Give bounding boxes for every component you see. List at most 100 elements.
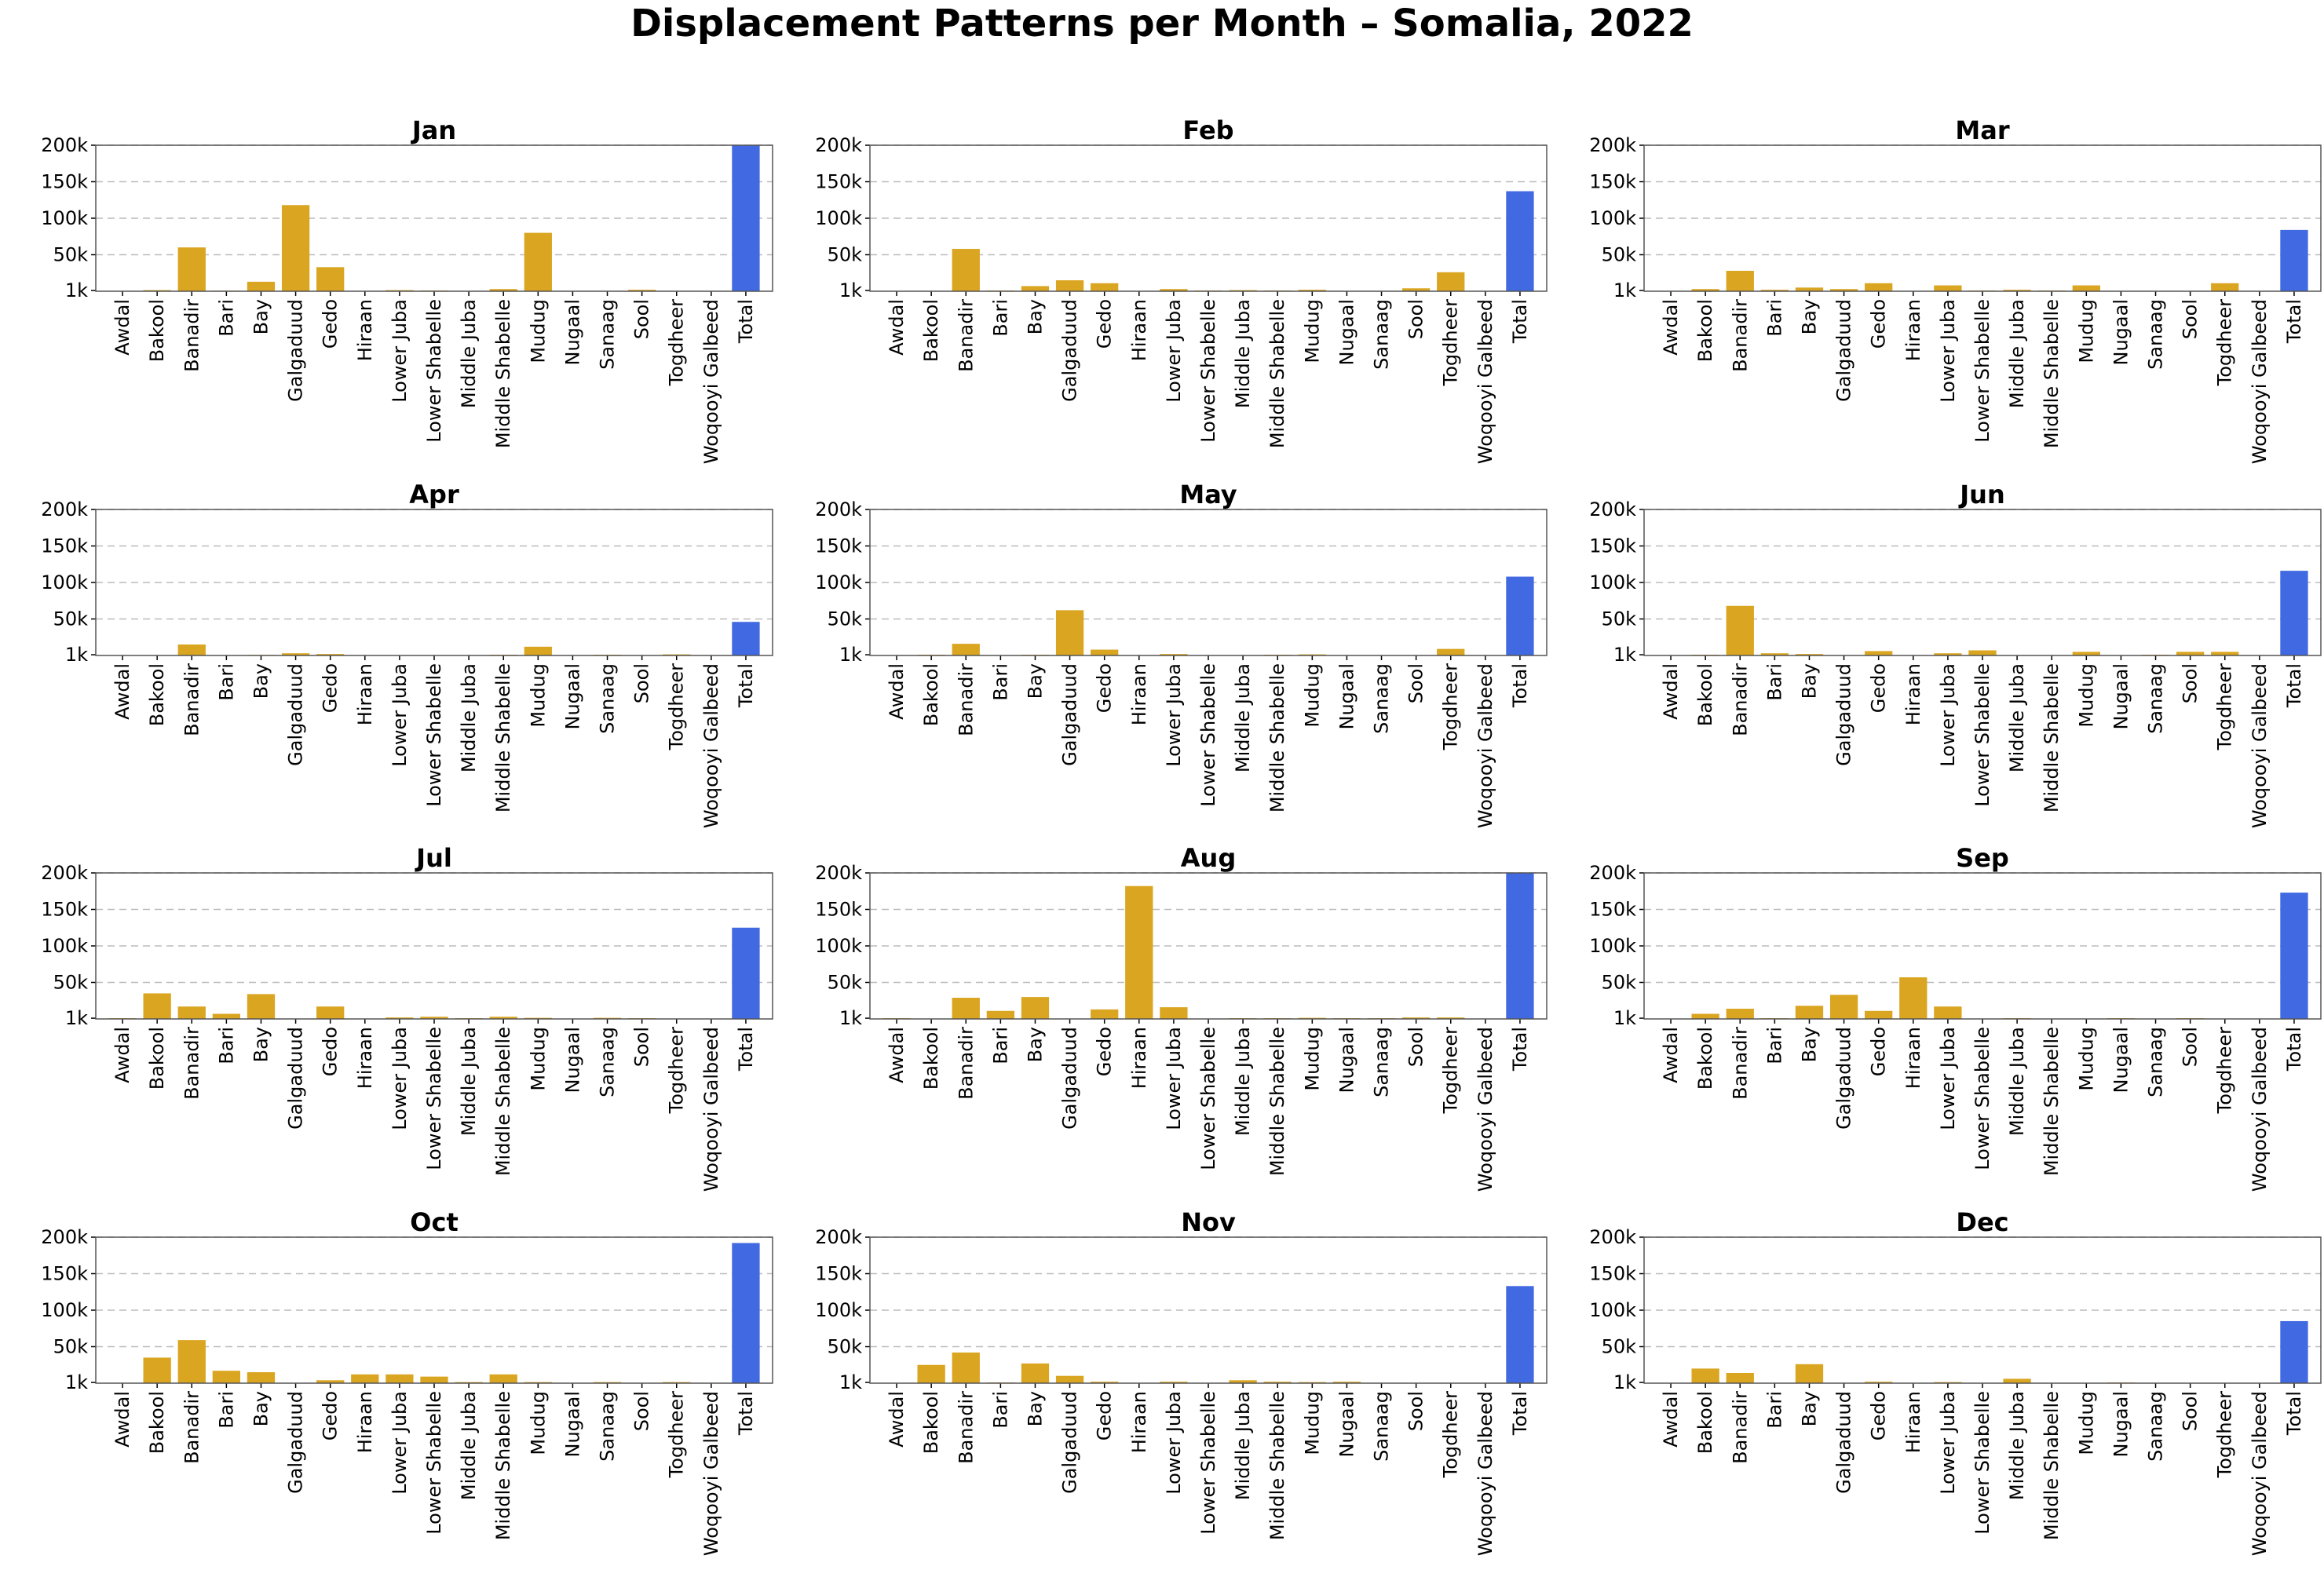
- x-tick-label: Togdheer: [1440, 663, 1462, 750]
- x-tick-label: Galgaduud: [1059, 1391, 1081, 1494]
- y-tick-label: 1k: [1613, 1007, 1636, 1029]
- y-tick-label: 200k: [1589, 1226, 1636, 1248]
- bar-galgaduud: [1055, 610, 1084, 655]
- x-tick-label: Hiraan: [1902, 1391, 1924, 1453]
- x-tick-label: Lower Shabelle: [1197, 1391, 1219, 1535]
- bar-bari: [1760, 290, 1789, 291]
- x-tick-label: Total: [2283, 299, 2305, 344]
- bar-lower-shabelle: [420, 1017, 448, 1019]
- bar-sool: [1401, 1017, 1431, 1019]
- x-tick-label: Togdheer: [2214, 299, 2236, 386]
- bar-bay: [1795, 287, 1824, 291]
- bar-bakool: [1691, 289, 1719, 291]
- y-tick-label: 100k: [815, 935, 862, 957]
- x-tick-label: Bari: [215, 299, 237, 337]
- bar-bay: [1795, 1006, 1824, 1019]
- x-tick-label: Bakool: [146, 1027, 168, 1090]
- bar-banadir: [952, 1352, 980, 1383]
- y-tick-label: 50k: [1602, 608, 1637, 630]
- y-tick-label: 150k: [1589, 899, 1636, 921]
- bar-togdheer: [1437, 1017, 1465, 1019]
- bar-middle-shabelle: [489, 289, 517, 291]
- bar-banadir: [177, 644, 206, 655]
- x-tick-label: Middle Shabelle: [2041, 663, 2063, 812]
- x-tick-label: Hiraan: [1128, 299, 1150, 361]
- bar-banadir: [1726, 270, 1754, 291]
- y-tick-label: 1k: [1613, 279, 1636, 301]
- y-tick-label: 200k: [815, 134, 862, 156]
- bar-middle-juba: [2003, 290, 2031, 291]
- x-tick-label: Sool: [1405, 663, 1427, 703]
- x-tick-label: Hiraan: [1902, 299, 1924, 361]
- panel-jun: Jun 1k 50k 100k 150k 200k Awdal Bakool Banadir Ba…: [1589, 480, 2322, 828]
- bar-total: [732, 927, 760, 1019]
- x-tick-label: Hiraan: [1902, 663, 1924, 725]
- x-tick-label: Mudug: [2075, 663, 2097, 728]
- panel-title: Nov: [1181, 1207, 1236, 1237]
- x-tick-label: Gedo: [1868, 663, 1890, 713]
- x-tick-label: Middle Juba: [458, 1391, 480, 1500]
- x-tick-label: Galgaduud: [285, 299, 307, 402]
- bar-lower-juba: [1160, 654, 1188, 655]
- bar-bakool: [143, 993, 171, 1019]
- x-tick-label: Woqooyi Galbeed: [700, 663, 722, 828]
- x-tick-label: Woqooyi Galbeed: [1474, 1391, 1496, 1556]
- x-tick-label: Lower Shabelle: [1971, 299, 1993, 443]
- y-tick-label: 50k: [828, 244, 863, 266]
- x-tick-label: Total: [1509, 663, 1531, 708]
- bar-mudug: [524, 232, 552, 291]
- x-tick-label: Lower Shabelle: [1971, 1027, 1993, 1170]
- bar-bay: [1795, 654, 1824, 655]
- x-tick-label: Nugaal: [561, 299, 583, 365]
- x-tick-label: Lower Shabelle: [1971, 663, 1993, 807]
- y-tick-label: 1k: [839, 279, 862, 301]
- bar-sool: [1401, 288, 1431, 291]
- bar-galgaduud: [1055, 1375, 1084, 1383]
- x-tick-label: Mudug: [1301, 299, 1323, 363]
- x-tick-label: Woqooyi Galbeed: [700, 299, 722, 464]
- x-tick-label: Middle Juba: [2006, 1391, 2028, 1500]
- panel-title: Mar: [1955, 115, 2009, 145]
- x-tick-label: Bay: [1798, 1027, 1820, 1062]
- x-tick-label: Bakool: [920, 663, 942, 726]
- panel-title: Sep: [1956, 843, 2009, 873]
- y-tick-label: 100k: [41, 571, 88, 593]
- x-tick-label: Bari: [1763, 663, 1785, 701]
- x-tick-label: Lower Juba: [1163, 663, 1185, 767]
- x-tick-label: Togdheer: [1440, 1391, 1462, 1478]
- plot-frame: [869, 1236, 1548, 1384]
- bar-middle-juba: [1229, 1380, 1257, 1383]
- x-tick-label: Total: [1509, 299, 1531, 344]
- x-tick-label: Lower Juba: [1163, 299, 1185, 403]
- bar-galgaduud: [1829, 995, 1858, 1019]
- x-tick-label: Sanaag: [2145, 299, 2167, 370]
- x-tick-label: Bakool: [146, 663, 168, 726]
- x-tick-label: Nugaal: [2110, 299, 2132, 365]
- plot-frame: [869, 509, 1548, 656]
- panel-title: Jun: [1958, 480, 2004, 509]
- y-tick-label: 50k: [1602, 244, 1637, 266]
- y-tick-label: 150k: [41, 171, 88, 193]
- y-tick-label: 200k: [1589, 862, 1636, 884]
- x-tick-label: Awdal: [1660, 663, 1682, 720]
- bar-gedo: [1865, 1010, 1893, 1019]
- bar-total: [732, 622, 760, 655]
- y-tick-label: 1k: [1613, 644, 1636, 666]
- x-tick-label: Middle Juba: [2006, 1027, 2028, 1136]
- x-tick-label: Bay: [1798, 1391, 1820, 1426]
- bar-middle-juba: [2003, 1378, 2031, 1383]
- x-tick-label: Lower Shabelle: [423, 663, 445, 807]
- x-tick-label: Woqooyi Galbeed: [2249, 1027, 2271, 1192]
- x-tick-label: Gedo: [320, 663, 342, 713]
- plot-frame: [95, 872, 773, 1020]
- y-tick-label: 150k: [815, 535, 862, 557]
- x-tick-label: Awdal: [111, 1027, 133, 1083]
- panel-aug: Aug 1k 50k 100k 150k 200k Awdal Bakool Banadir Ba…: [815, 843, 1548, 1192]
- x-tick-label: Togdheer: [666, 663, 688, 750]
- x-tick-label: Banadir: [1729, 663, 1751, 736]
- bar-gedo: [316, 654, 345, 655]
- x-tick-label: Galgaduud: [285, 663, 307, 766]
- x-tick-label: Sanaag: [2145, 663, 2167, 734]
- y-tick-label: 100k: [41, 207, 88, 229]
